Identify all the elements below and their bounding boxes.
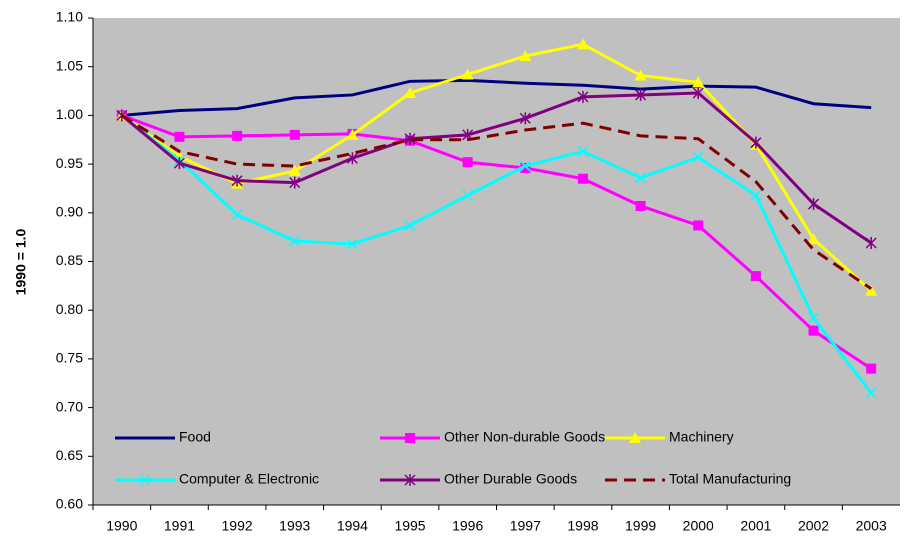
- legend-label: Total Manufacturing: [669, 471, 791, 487]
- marker: [807, 233, 820, 245]
- marker: [289, 129, 300, 140]
- legend-marker: [404, 474, 416, 486]
- legend-label: Computer & Electronic: [179, 471, 319, 487]
- marker: [866, 363, 877, 374]
- y-tick-label: 1.00: [56, 106, 83, 122]
- y-tick-label: 0.75: [56, 350, 83, 366]
- marker: [404, 132, 416, 145]
- series-line: [121, 114, 873, 291]
- marker: [174, 131, 185, 142]
- marker: [750, 271, 761, 282]
- marker: [404, 219, 416, 231]
- marker: [693, 220, 704, 231]
- legend-marker: [629, 432, 641, 443]
- marker: [635, 200, 646, 211]
- plot-area: [93, 18, 900, 505]
- marker: [519, 112, 531, 125]
- marker: [577, 173, 588, 184]
- y-tick-label: 0.85: [56, 252, 83, 268]
- marker: [289, 235, 301, 247]
- x-tick-label: 1991: [164, 518, 195, 534]
- y-tick-label: 0.70: [56, 398, 83, 414]
- series-line: [121, 78, 872, 117]
- marker: [289, 176, 301, 189]
- y-tick-label: 0.90: [56, 204, 83, 220]
- marker: [629, 432, 641, 443]
- series-line: [120, 114, 873, 394]
- marker: [346, 238, 358, 250]
- x-tick-label: 1999: [625, 518, 656, 534]
- marker: [231, 174, 243, 187]
- marker: [635, 172, 647, 184]
- legend-marker: [139, 474, 151, 486]
- series-line: [120, 91, 873, 245]
- y-tick-label: 0.60: [56, 496, 83, 512]
- marker: [634, 69, 647, 81]
- marker: [346, 128, 359, 140]
- marker: [288, 164, 301, 176]
- marker: [462, 157, 473, 168]
- marker: [577, 145, 589, 157]
- marker: [692, 76, 705, 88]
- marker: [808, 198, 820, 211]
- x-tick-label: 2001: [740, 518, 771, 534]
- x-tick-label: 1997: [510, 518, 541, 534]
- y-axis-label: 1990 = 1.0: [13, 229, 29, 296]
- x-tick-label: 2003: [856, 518, 887, 534]
- x-tick-label: 1993: [279, 518, 310, 534]
- series-line: [121, 113, 873, 370]
- x-tick-label: 1992: [222, 518, 253, 534]
- legend-marker: [405, 433, 415, 443]
- marker: [173, 157, 185, 170]
- marker: [808, 312, 820, 324]
- marker: [519, 49, 532, 61]
- marker: [404, 474, 416, 486]
- y-tick-label: 0.65: [56, 447, 83, 463]
- marker: [231, 209, 243, 221]
- marker: [232, 130, 243, 141]
- marker: [520, 162, 531, 173]
- marker: [750, 189, 762, 201]
- legend-label: Machinery: [669, 429, 734, 445]
- marker: [865, 284, 878, 296]
- marker: [865, 236, 877, 249]
- legend-label: Food: [179, 429, 211, 445]
- y-tick-label: 0.95: [56, 155, 83, 171]
- marker: [635, 88, 647, 101]
- x-tick-label: 1994: [337, 518, 368, 534]
- marker: [519, 160, 531, 172]
- x-tick-label: 2000: [683, 518, 714, 534]
- x-tick-label: 1996: [452, 518, 483, 534]
- marker: [808, 325, 819, 336]
- x-tick-label: 2002: [798, 518, 829, 534]
- marker: [404, 86, 417, 98]
- x-tick-label: 1995: [394, 518, 425, 534]
- x-tick-label: 1990: [106, 518, 137, 534]
- marker: [692, 151, 704, 163]
- marker: [865, 387, 877, 399]
- y-tick-label: 1.10: [56, 9, 83, 25]
- legend-label: Other Non-durable Goods: [444, 429, 605, 445]
- marker: [346, 152, 358, 165]
- marker: [405, 433, 415, 443]
- marker: [462, 189, 474, 201]
- y-tick-label: 1.05: [56, 57, 83, 73]
- x-tick-label: 1998: [567, 518, 598, 534]
- marker: [577, 90, 589, 103]
- marker: [576, 38, 589, 50]
- marker: [139, 474, 151, 486]
- marker: [461, 68, 474, 80]
- legend-label: Other Durable Goods: [444, 471, 577, 487]
- y-tick-label: 0.80: [56, 301, 83, 317]
- marker: [750, 136, 762, 149]
- marker: [692, 86, 704, 99]
